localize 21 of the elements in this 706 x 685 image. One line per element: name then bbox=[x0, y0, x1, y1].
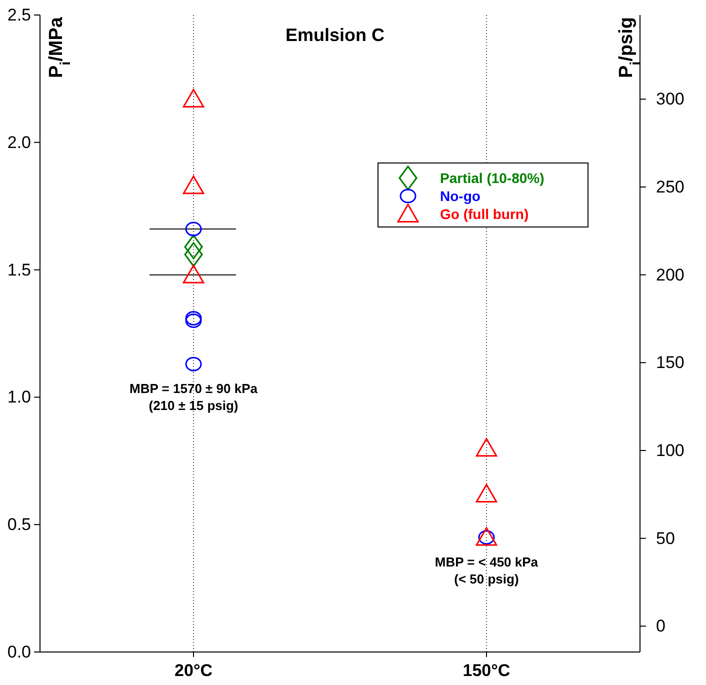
y2-tick-label: 100 bbox=[656, 440, 684, 460]
text: Emulsion C bbox=[285, 25, 385, 45]
y-tick-label: 2.0 bbox=[7, 132, 31, 152]
legend-label: Go (full burn) bbox=[440, 206, 529, 222]
y-tick-label: 1.0 bbox=[7, 388, 31, 407]
legend-label: Partial (10-80%) bbox=[440, 170, 544, 186]
y2-tick-label: 150 bbox=[656, 353, 684, 372]
y2-tick-label: 200 bbox=[656, 265, 684, 284]
annotation: MBP = < 450 kPa (< 50 psig) bbox=[434, 554, 539, 586]
y2-tick-label: 0 bbox=[656, 616, 666, 636]
y-tick-label: 0.5 bbox=[7, 515, 31, 534]
y-tick-label: 2.5 bbox=[7, 5, 31, 24]
y2-tick-label: 300 bbox=[656, 90, 684, 109]
y-tick-label: 1.5 bbox=[7, 260, 31, 280]
y2-tick-label: 250 bbox=[656, 177, 684, 196]
y-tick-label: 0.0 bbox=[7, 642, 31, 662]
x-tick-label: 150°C bbox=[462, 661, 510, 680]
annotation: MBP = 1570 ± 90 kPa (210 ± 15 psig) bbox=[130, 381, 258, 414]
x-tick-label: 20°C bbox=[174, 661, 213, 680]
legend-label: No-go bbox=[440, 188, 480, 204]
y2-tick-label: 50 bbox=[656, 528, 675, 548]
